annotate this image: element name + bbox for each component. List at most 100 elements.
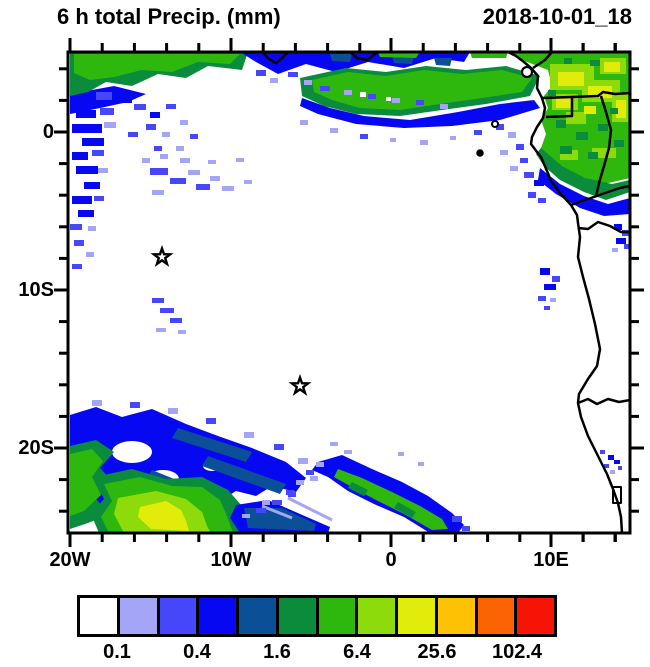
border-angola-drc (577, 220, 630, 234)
lat-label-0: 0 (42, 121, 54, 143)
precip-cell (520, 158, 528, 163)
border-congo-drc (570, 184, 630, 207)
precip-cell (208, 160, 216, 164)
precip-cell (142, 158, 150, 163)
precip-cell (72, 152, 88, 160)
precip-cell (598, 124, 608, 131)
precip-cell (610, 470, 615, 474)
precip-cell (270, 78, 278, 83)
precip-cell (450, 136, 456, 140)
colorbar (77, 595, 557, 637)
precip-cell (390, 138, 396, 142)
precip-cell (170, 318, 182, 323)
precip-cell (616, 238, 626, 244)
precip-cell (130, 402, 140, 408)
precip-cell (604, 62, 620, 72)
precip-cell (286, 490, 294, 495)
precip-cell (538, 198, 546, 203)
precip-cell (510, 166, 518, 171)
precip-cell (82, 138, 104, 146)
precip-cell (544, 306, 550, 310)
lon-label-20w: 20W (49, 549, 91, 571)
africa-coastline (507, 52, 624, 533)
precip-cell (550, 298, 556, 302)
colorbar-cell (437, 598, 475, 634)
page-title: 6 h total Precip. (mm) (57, 4, 281, 29)
precip-cell (310, 476, 318, 481)
precip-speckles (70, 58, 630, 531)
precip-cell (256, 70, 266, 76)
precip-cell (180, 120, 188, 125)
colorbar-cell (119, 598, 157, 634)
precip-cell (592, 148, 616, 158)
bioko-island (520, 65, 534, 79)
precip-cell (462, 526, 470, 531)
colorbar-cell (159, 598, 197, 634)
precip-cell (576, 132, 588, 140)
precip-field (70, 52, 630, 533)
precip-cell (560, 146, 572, 154)
colorbar-cell (278, 598, 316, 634)
precip-cell (544, 284, 556, 290)
precip-cell (300, 120, 308, 125)
precip-cell (564, 58, 572, 64)
precip-cell (72, 196, 92, 204)
colorbar-label: 1.6 (263, 641, 291, 663)
precip-cell (604, 464, 609, 468)
colorbar-label: 6.4 (343, 641, 371, 663)
precip-cell (166, 104, 176, 109)
precip-cell (92, 400, 102, 406)
precip-cell (152, 190, 164, 195)
precip-cell (474, 130, 482, 135)
precip-cell (560, 150, 578, 160)
precip-cell (272, 500, 282, 505)
precip-cell (256, 508, 266, 513)
star-marker (150, 244, 174, 267)
precip-cell (86, 252, 94, 257)
precip-cell (398, 452, 404, 456)
precip-cell (74, 240, 84, 246)
colorbar-cell (80, 598, 117, 634)
precip-cell (160, 154, 168, 159)
precip-cell (236, 158, 244, 162)
precip-cell (160, 308, 174, 313)
precip-cell (134, 104, 146, 110)
precip-cell (150, 168, 168, 175)
precip-cell (76, 110, 96, 118)
precip-cell (540, 268, 550, 275)
precip-cell (614, 224, 622, 230)
precip-cell (496, 124, 504, 130)
walvis-bay-mark (612, 486, 622, 504)
precip-cell (306, 470, 314, 475)
precip-cell (146, 124, 156, 130)
precip-cell (104, 122, 116, 128)
precip-cell (288, 72, 298, 77)
lat-label-20s: 20S (18, 437, 54, 459)
border-nigeria-cameroon (532, 52, 553, 70)
colorbar-cell (239, 598, 276, 634)
precip-cell (206, 418, 216, 424)
precip-cell (552, 276, 560, 282)
precip-cell (162, 132, 170, 137)
axis-ticks (54, 38, 644, 547)
precip-cell (600, 450, 605, 454)
precip-cell (196, 184, 210, 190)
precip-cell (418, 462, 424, 466)
precip-cell (516, 144, 524, 150)
precip-cell (72, 96, 98, 106)
precip-cell (452, 516, 462, 522)
precip-cell (330, 442, 338, 446)
border-equatorial-guinea (545, 97, 574, 119)
precip-cell (96, 92, 112, 100)
colorbar-label: 25.6 (417, 641, 457, 663)
precip-cell (608, 455, 614, 460)
precip-cell (500, 150, 508, 155)
precip-cell (128, 132, 138, 137)
precip-cell (76, 166, 98, 174)
colorbar-cell (517, 598, 554, 634)
precip-cell (168, 408, 178, 414)
precip-cell (612, 248, 618, 252)
precip-cell (100, 108, 114, 115)
precip-cell (92, 150, 104, 156)
